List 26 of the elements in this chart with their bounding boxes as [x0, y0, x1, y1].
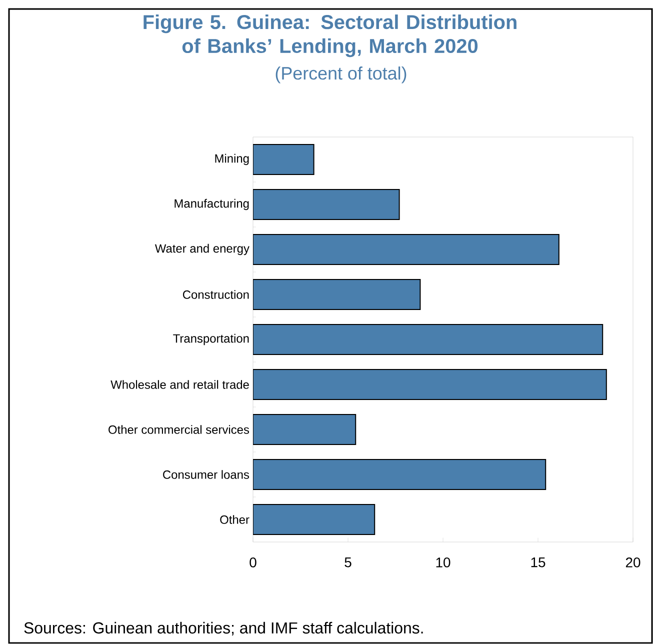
y-tick-label: Transportation: [173, 334, 249, 346]
bar: [253, 459, 546, 490]
chart-title: Figure 5. Guinea: Sectoral Distribution of Banks’ Lending, March 2020: [144, 14, 516, 58]
y-tick-label: Construction: [182, 290, 249, 299]
bar: [253, 189, 400, 220]
bar: [253, 324, 604, 356]
bar: [253, 369, 607, 400]
source-note: Sources: Guinean authorities; and IMF staff calculations.: [24, 622, 423, 636]
x-tick-label: 5: [344, 558, 352, 568]
y-tick-label: Consumer loans: [163, 470, 250, 479]
chart-subtitle: (Percent of total): [276, 66, 406, 84]
x-tick-label: 20: [626, 558, 640, 568]
y-tick-label: Other: [220, 515, 250, 524]
bar: [253, 414, 356, 446]
bar: [253, 234, 560, 266]
x-tick-label: 10: [436, 558, 450, 568]
bar: [253, 144, 314, 176]
bar: [253, 279, 421, 310]
y-tick-label: Other commercial services: [108, 425, 250, 434]
bar: [253, 504, 376, 536]
y-tick-label: Manufacturing: [174, 199, 249, 210]
y-tick-label: Wholesale and retail trade: [110, 380, 249, 389]
y-tick-label: Mining: [215, 154, 249, 166]
y-tick-label: Water and energy: [154, 244, 250, 256]
x-tick-label: 15: [531, 558, 546, 568]
x-tick-label: 0: [250, 558, 256, 568]
